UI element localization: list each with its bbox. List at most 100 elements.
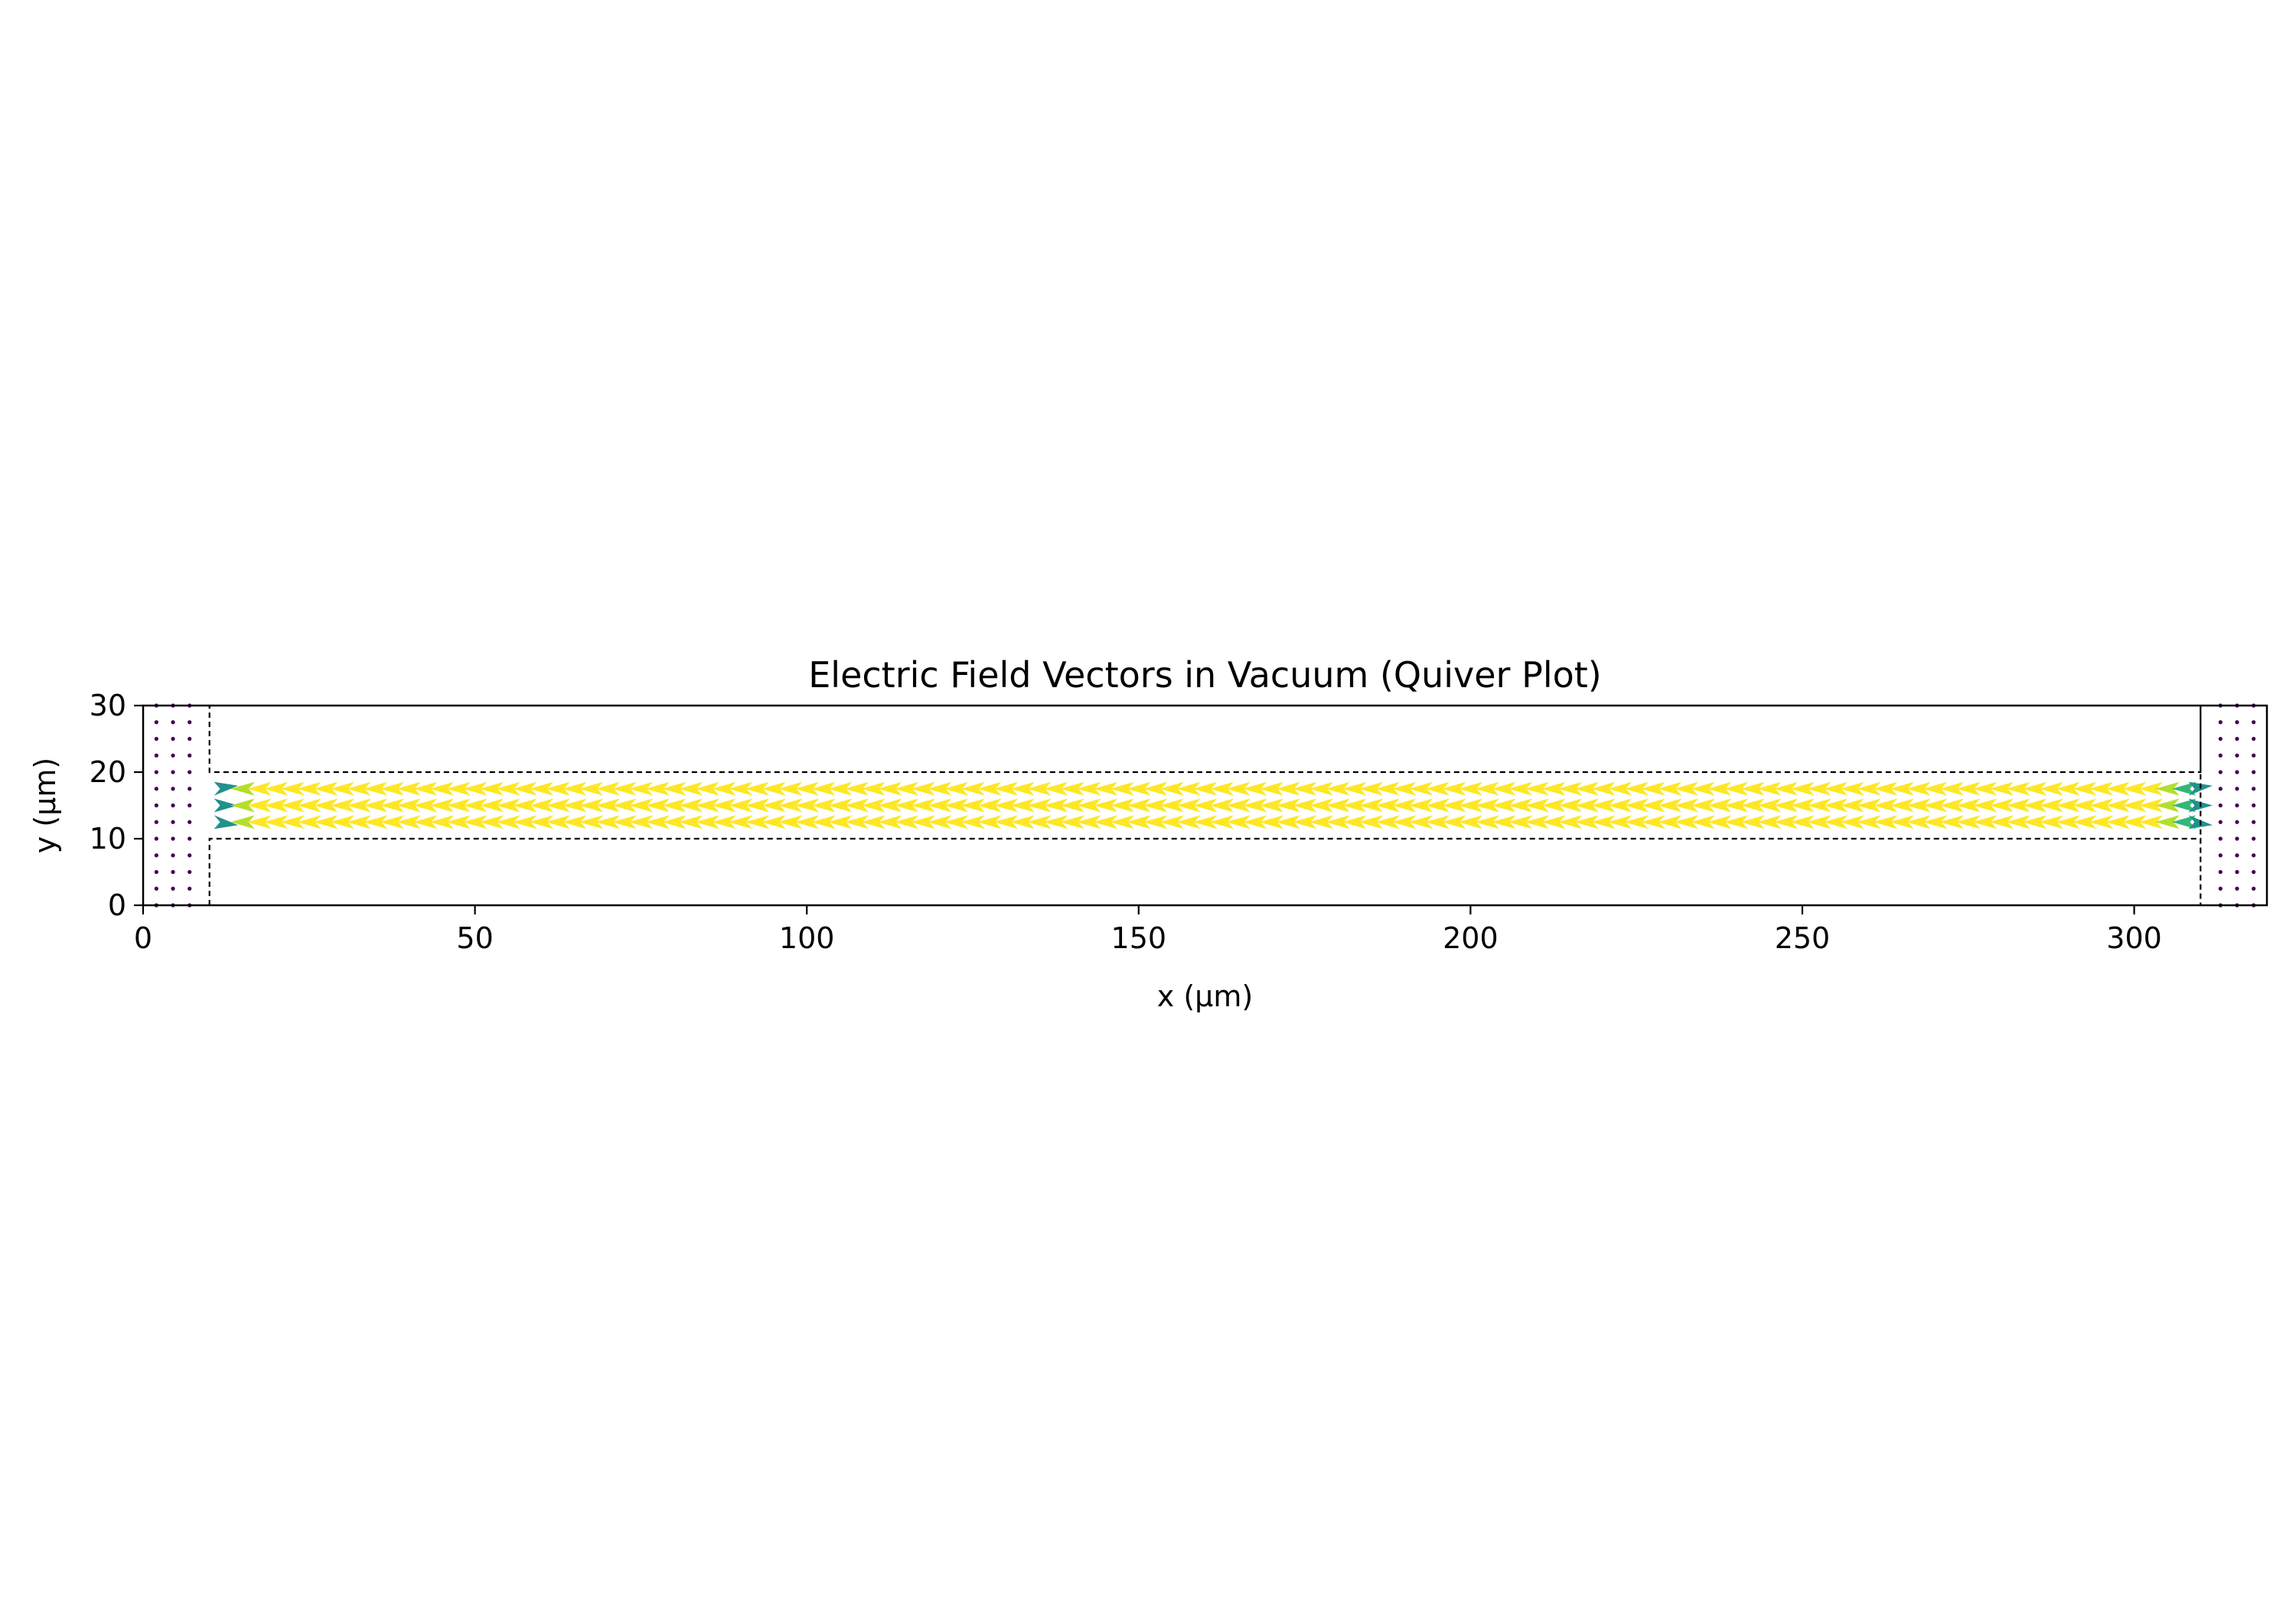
field-vector-arrow — [662, 781, 687, 796]
field-vector-arrow — [313, 781, 338, 796]
field-vector-arrow — [927, 798, 952, 813]
field-vector-arrow — [1624, 815, 1649, 830]
field-vector-arrow — [1093, 781, 1118, 796]
field-vector-arrow — [1890, 781, 1914, 796]
field-vector-arrow — [2089, 781, 2113, 796]
field-vector-arrow — [1176, 815, 1201, 830]
y-axis-ticks: 0 10 20 30 — [90, 689, 143, 922]
field-vector-arrow — [1989, 781, 2014, 796]
field-vector-arrow — [579, 815, 604, 830]
field-vector-arrow — [1326, 781, 1350, 796]
field-vector-arrow — [1026, 781, 1052, 796]
field-vector-arrow — [330, 798, 354, 813]
field-vector-arrow — [645, 781, 670, 796]
field-vector-arrow — [2022, 781, 2047, 796]
field-vector-arrow — [1806, 781, 1831, 796]
field-vector-arrow — [1326, 815, 1350, 830]
field-vector-arrow — [1342, 781, 1367, 796]
field-vector-arrow — [247, 781, 272, 796]
field-vector-arrow — [1492, 781, 1516, 796]
field-vector-arrow — [894, 798, 918, 813]
field-vector-arrow — [297, 815, 321, 830]
field-vector-arrow — [347, 815, 371, 830]
field-vector-arrow — [844, 781, 869, 796]
field-vector-dot — [171, 720, 175, 725]
field-vector-arrow — [1574, 815, 1599, 830]
field-vector-arrow — [1192, 815, 1218, 830]
field-vector-arrow — [1060, 815, 1084, 830]
field-vector-arrow — [2155, 781, 2180, 796]
field-vector-arrow — [1840, 781, 1864, 796]
field-vector-arrow — [1856, 781, 1881, 796]
field-vector-arrow — [1475, 798, 1499, 813]
field-vector-dot — [154, 770, 158, 774]
field-vector-arrow — [712, 798, 736, 813]
field-vector-arrow — [462, 815, 488, 830]
field-vector-arrow — [861, 798, 885, 813]
field-vector-arrow — [993, 798, 1019, 813]
field-vector-arrow — [911, 798, 935, 813]
field-vector-arrow — [1176, 781, 1201, 796]
field-vector-arrow — [347, 781, 371, 796]
field-vector-arrow — [1906, 815, 1931, 830]
field-vector-arrow — [313, 798, 338, 813]
field-vector-arrow — [1110, 798, 1134, 813]
field-vector-arrow — [1557, 815, 1583, 830]
field-vector-arrow — [1574, 798, 1599, 813]
field-vector-arrow — [861, 815, 885, 830]
field-vector-arrow — [927, 781, 952, 796]
field-vector-arrow — [1641, 815, 1665, 830]
x-tick-label: 100 — [779, 921, 835, 955]
field-vector-arrow — [2089, 798, 2113, 813]
field-vector-arrow — [977, 798, 1002, 813]
field-vector-arrow — [628, 815, 654, 830]
field-vector-arrow — [1259, 781, 1283, 796]
field-vector-arrow — [1657, 815, 1682, 830]
field-vector-arrow — [1691, 815, 1715, 830]
field-vector-arrow — [745, 781, 769, 796]
field-vector-arrow — [728, 815, 753, 830]
field-vector-arrow — [977, 781, 1002, 796]
field-vector-arrow — [1906, 798, 1931, 813]
field-vector-arrow — [2122, 815, 2147, 830]
field-vector-arrow — [2056, 798, 2080, 813]
field-vector-arrow — [1492, 815, 1516, 830]
field-vector-arrow — [1375, 798, 1400, 813]
field-vector-arrow — [960, 798, 985, 813]
field-vector-dot — [2235, 787, 2239, 791]
field-vector-arrow — [1110, 815, 1134, 830]
field-vector-arrow — [1707, 781, 1732, 796]
field-vector-arrow — [1972, 781, 1998, 796]
field-vector-arrow — [1591, 781, 1616, 796]
field-vector-arrow — [1756, 815, 1782, 830]
field-vector-arrow — [1740, 815, 1765, 830]
field-vector-arrow — [230, 798, 255, 813]
field-vector-arrow — [1773, 798, 1799, 813]
field-vector-arrow — [993, 815, 1019, 830]
field-vector-arrow — [595, 798, 620, 813]
channel-boundary — [208, 706, 2202, 905]
field-vector-arrow — [1159, 815, 1184, 830]
field-vector-arrow — [1441, 798, 1466, 813]
field-vector-arrow — [1043, 781, 1068, 796]
field-vector-arrow — [662, 815, 687, 830]
field-vector-arrow — [2039, 815, 2063, 830]
field-vector-arrow — [1026, 798, 1052, 813]
field-vector-arrow — [446, 798, 471, 813]
x-tick-label: 0 — [134, 921, 152, 955]
field-vector-arrow — [230, 815, 255, 830]
field-vector-arrow — [479, 815, 504, 830]
field-vector-arrow — [429, 815, 454, 830]
y-tick-label: 10 — [90, 822, 126, 856]
field-vector-dot — [2218, 787, 2223, 791]
field-vector-arrow — [297, 798, 321, 813]
field-vector-arrow — [1342, 815, 1367, 830]
field-vector-arrow — [1060, 781, 1084, 796]
field-vector-dot — [154, 753, 158, 758]
field-vector-arrow — [2138, 798, 2163, 813]
field-vector-arrow — [247, 815, 272, 830]
field-vector-arrow — [562, 815, 587, 830]
field-vector-dot — [188, 853, 192, 858]
field-vector-arrow — [2138, 781, 2163, 796]
field-vector-arrow — [678, 781, 703, 796]
